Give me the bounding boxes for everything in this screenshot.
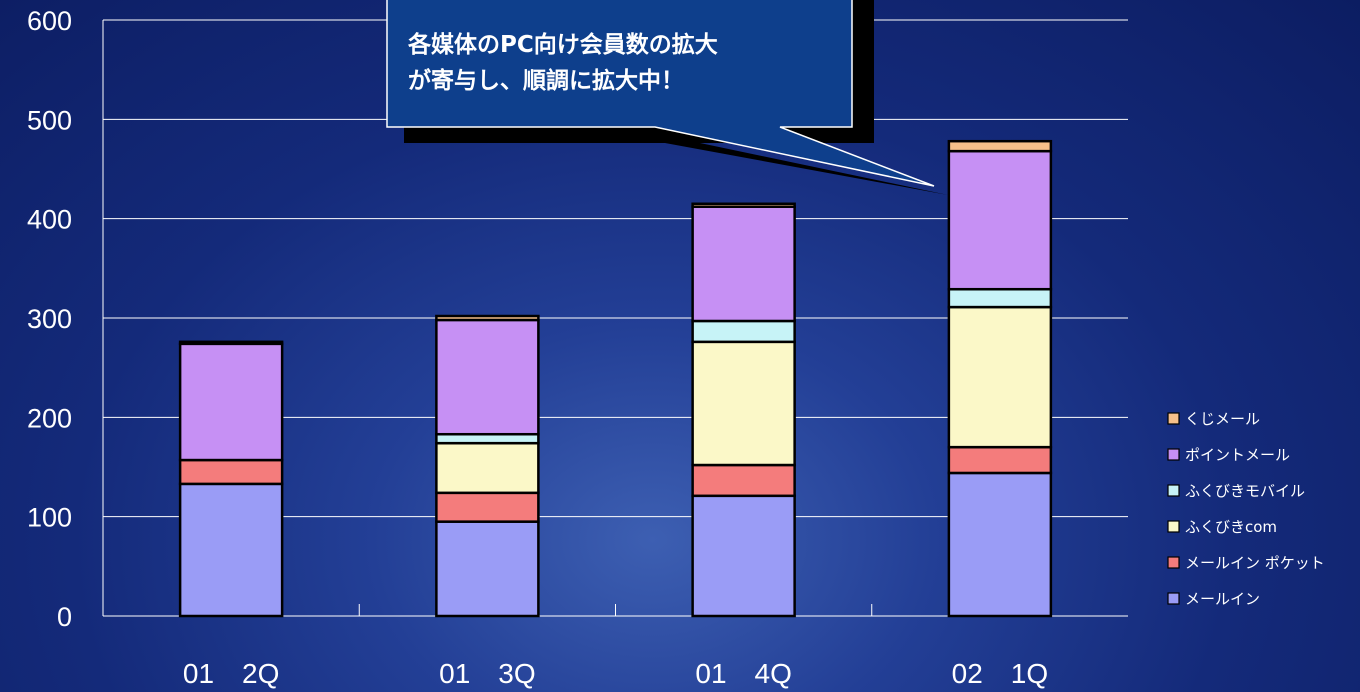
y-tick-label-500: 500 [27, 105, 72, 135]
bar-segment-4-series-3 [947, 305, 1053, 449]
bar-segment-4-series-1 [947, 471, 1053, 618]
y-tick-label-400: 400 [27, 205, 72, 235]
y-tick-label-0: 0 [57, 602, 72, 632]
legend-label-6: メールイン [1185, 590, 1260, 608]
legend-swatch-1 [1167, 412, 1180, 425]
bar-segment-3-series-2 [691, 463, 796, 498]
x-axis-tick-labels: 01 2Q 01 3Q 01 4Q 02 1Q [183, 658, 1048, 689]
legend-label-4: ふくびきcom [1185, 518, 1277, 536]
bar-segment-1-series-5 [178, 342, 284, 462]
y-tick-label-600: 600 [27, 6, 72, 36]
bar-segment-2-series-3 [435, 441, 540, 495]
bar-segment-3-series-5 [691, 205, 796, 323]
bar-segment-2-series-6 [435, 314, 540, 322]
legend-label-5: メールイン ポケット [1185, 554, 1325, 572]
bar-segment-1-series-6 [178, 340, 284, 346]
x-tick-label-2: 01 3Q [439, 658, 536, 689]
bar-segment-3-series-3 [691, 340, 796, 467]
bar-segment-2-series-2 [435, 491, 540, 523]
callout-text-line1: 各媒体のPC向け会員数の拡大 [407, 31, 718, 58]
legend-label-1: くじメール [1185, 410, 1260, 428]
bar-segment-1-series-2 [178, 458, 284, 486]
bar-segment-4-series-5 [947, 149, 1053, 291]
bar-segment-2-series-1 [435, 520, 540, 618]
legend-swatch-4 [1167, 520, 1180, 533]
legend-label-2: ポイントメール [1185, 446, 1290, 464]
legend-swatch-2 [1167, 448, 1180, 461]
callout-box [386, 0, 935, 187]
y-tick-label-100: 100 [27, 503, 72, 533]
legend-swatch-5 [1167, 556, 1180, 569]
bar-segment-3-series-6 [691, 202, 796, 208]
bar-segment-2-series-4 [435, 432, 540, 445]
bar-segment-3-series-1 [691, 494, 796, 618]
bar-segment-3-series-4 [691, 319, 796, 344]
bar-segment-4-series-6 [947, 139, 1053, 153]
y-tick-label-200: 200 [27, 403, 72, 433]
bar-segment-1-series-1 [178, 482, 284, 618]
legend-label-3: ふくびきモバイル [1185, 482, 1305, 500]
y-axis-tick-labels: 0 100 200 300 400 500 600 [27, 6, 72, 632]
bar-segment-4-series-4 [947, 287, 1053, 309]
x-tick-label-1: 01 2Q [183, 658, 280, 689]
legend-swatch-6 [1167, 592, 1180, 605]
bars [178, 139, 1053, 618]
bar-segment-2-series-5 [435, 318, 540, 436]
callout-text-line2: が寄与し、順調に拡大中！ [408, 67, 684, 94]
x-tick-label-4: 02 1Q [952, 658, 1049, 689]
legend-swatch-3 [1167, 484, 1180, 497]
x-tick-label-3: 01 4Q [695, 658, 792, 689]
callout-annotation: 各媒体のPC向け会員数の拡大 が寄与し、順調に拡大中！ [386, 0, 948, 195]
y-tick-label-300: 300 [27, 304, 72, 334]
bar-segment-4-series-2 [947, 445, 1053, 475]
